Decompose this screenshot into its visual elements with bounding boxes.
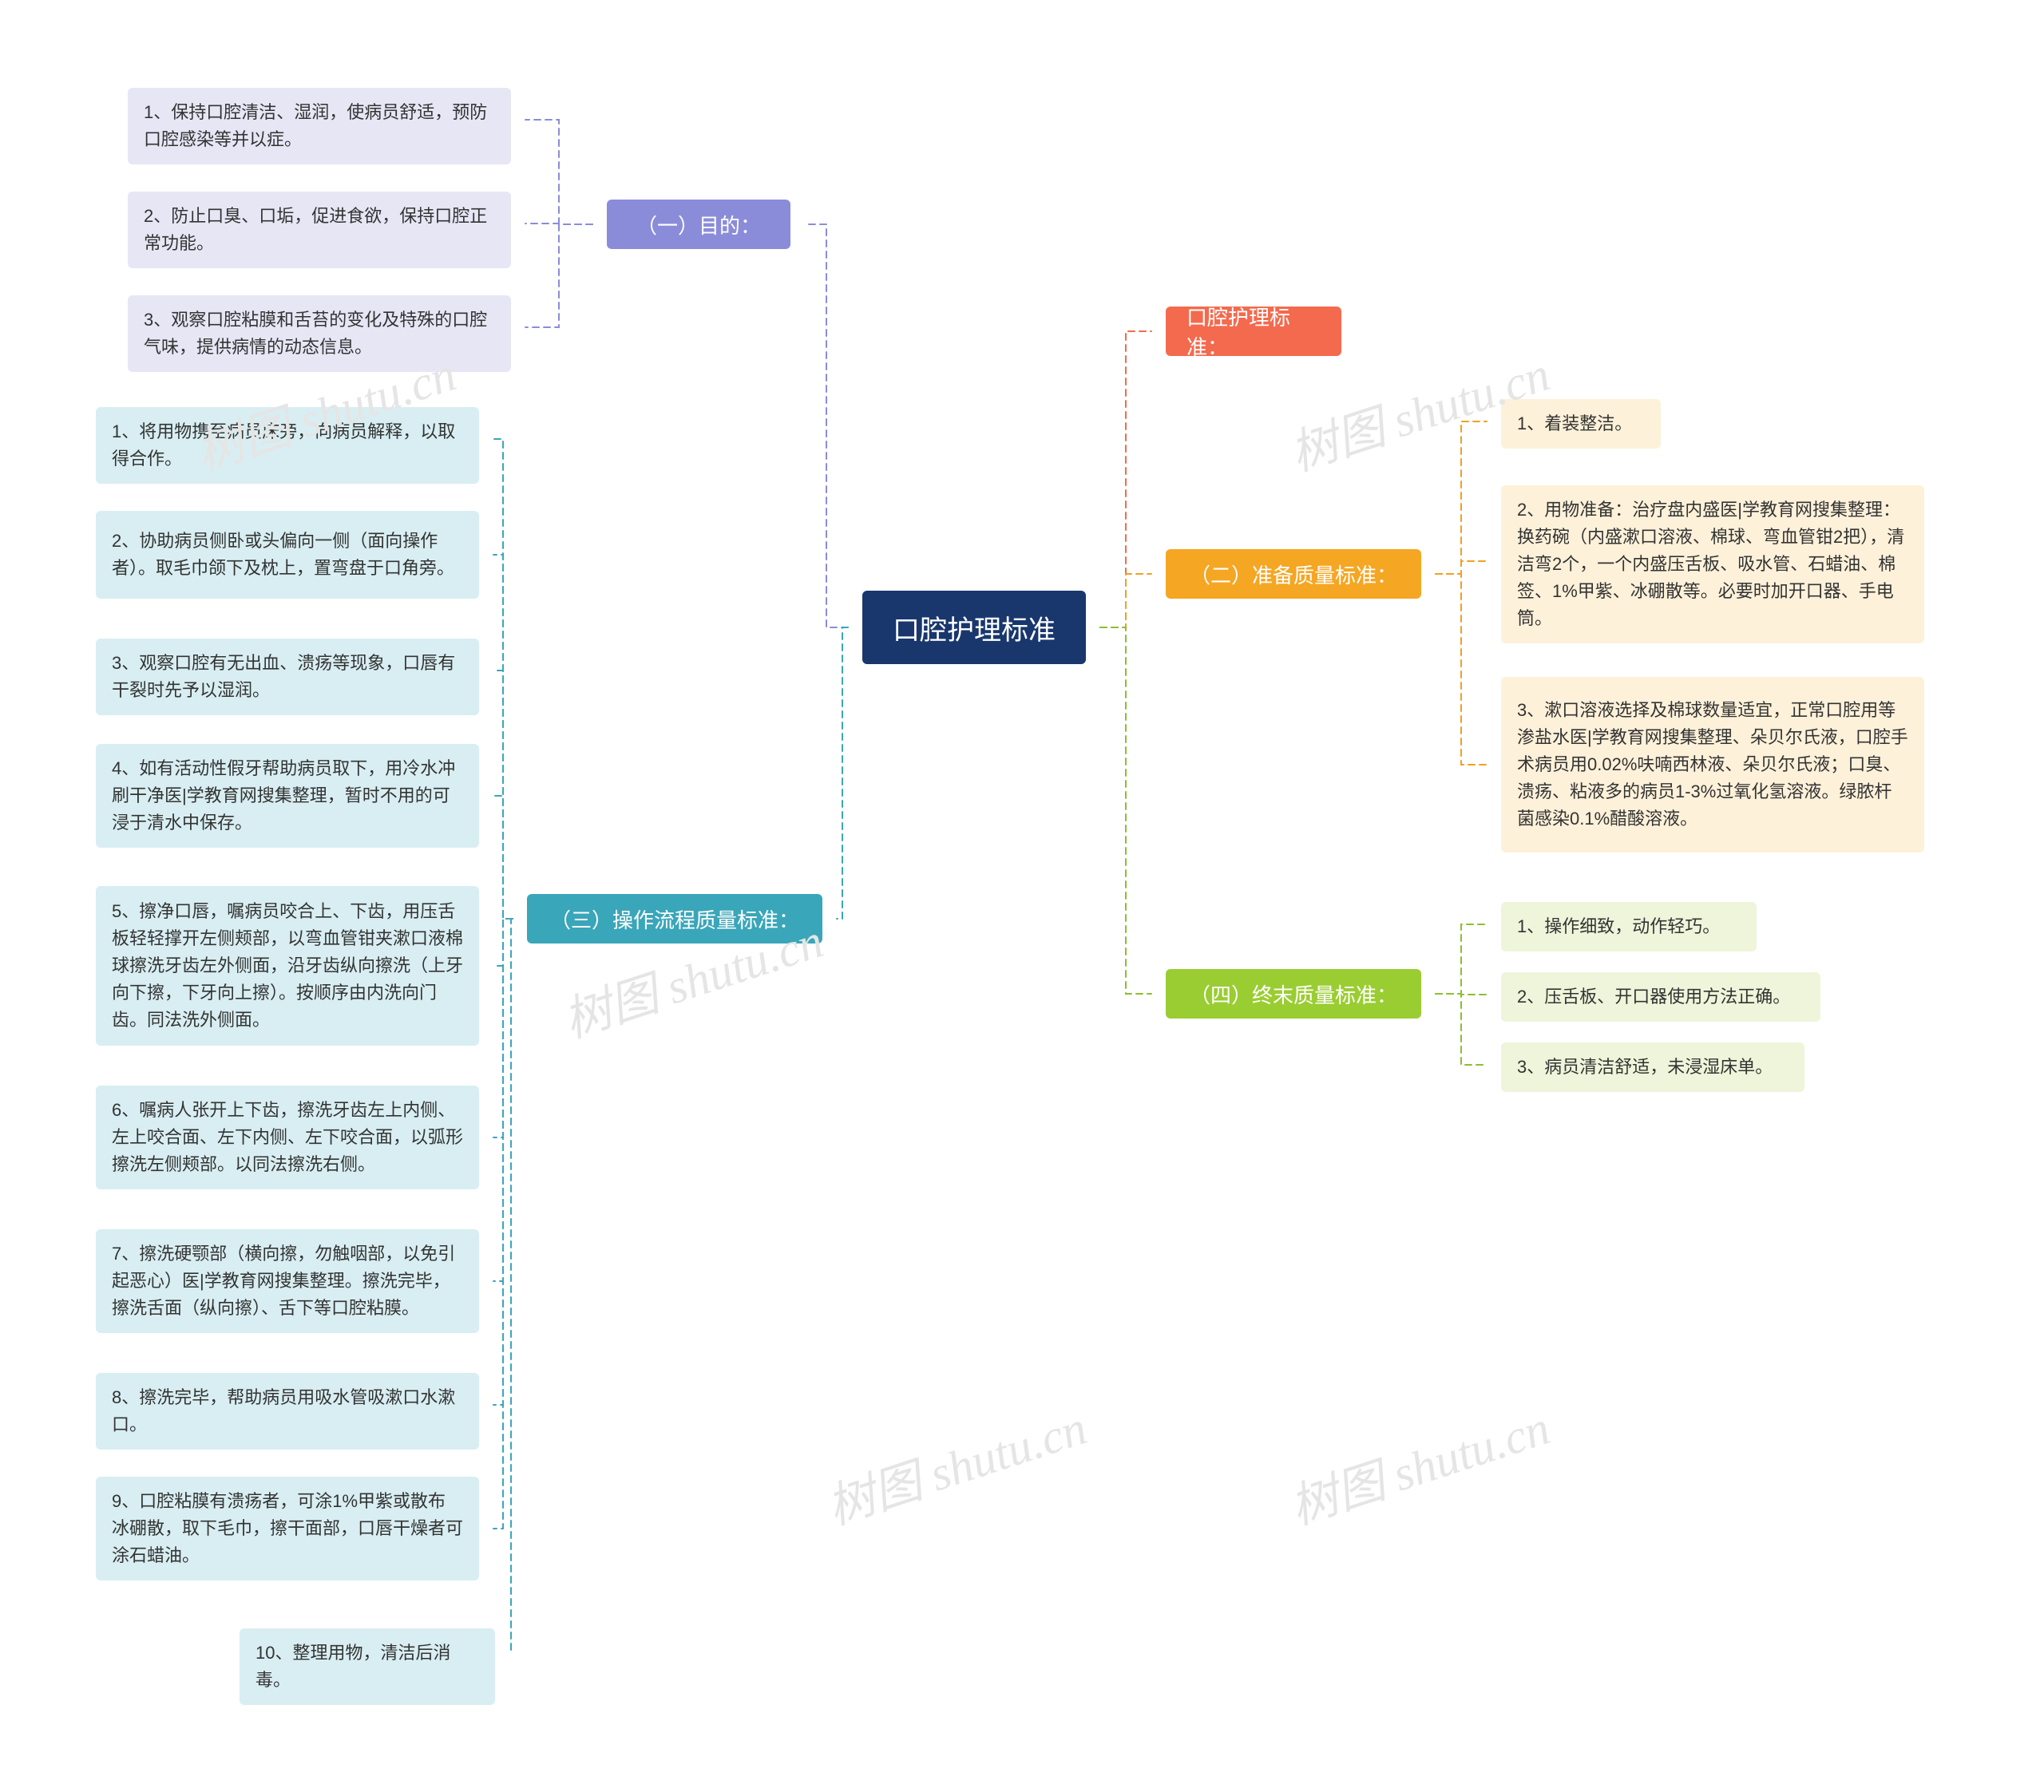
branch-br1[interactable]: （一）目的： bbox=[607, 200, 790, 249]
branch-r_title[interactable]: 口腔护理标准： bbox=[1166, 307, 1341, 356]
leaf-text: 9、口腔粘膜有溃疡者，可涂1%甲紫或散布冰硼散，取下毛巾，擦干面部，口唇干燥者可… bbox=[112, 1488, 463, 1569]
leaf-text: 1、将用物携至病员床旁，向病员解释，以取得合作。 bbox=[112, 418, 463, 473]
leaf-br1-1[interactable]: 2、防止口臭、口垢，促进食欲，保持口腔正常功能。 bbox=[128, 192, 511, 268]
branch-br2[interactable]: （二）准备质量标准： bbox=[1166, 549, 1421, 599]
leaf-text: 2、防止口臭、口垢，促进食欲，保持口腔正常功能。 bbox=[144, 203, 495, 257]
leaf-br3-7[interactable]: 8、擦洗完毕，帮助病员用吸水管吸漱口水漱口。 bbox=[96, 1373, 479, 1450]
branch-label: （三）操作流程质量标准： bbox=[550, 904, 799, 934]
leaf-br1-0[interactable]: 1、保持口腔清洁、湿润，使病员舒适，预防口腔感染等并以症。 bbox=[128, 88, 511, 164]
leaf-br4-1[interactable]: 2、压舌板、开口器使用方法正确。 bbox=[1501, 972, 1820, 1022]
leaf-br3-3[interactable]: 4、如有活动性假牙帮助病员取下，用冷水冲刷干净医|学教育网搜集整理，暂时不用的可… bbox=[96, 744, 479, 848]
leaf-text: 5、擦净口唇，嘱病员咬合上、下齿，用压舌板轻轻撑开左侧颊部，以弯血管钳夹漱口液棉… bbox=[112, 898, 463, 1034]
leaf-text: 3、观察口腔粘膜和舌苔的变化及特殊的口腔气味，提供病情的动态信息。 bbox=[144, 307, 495, 361]
leaf-text: 2、压舌板、开口器使用方法正确。 bbox=[1517, 983, 1790, 1011]
center-label: 口腔护理标准 bbox=[893, 608, 1056, 647]
leaf-br2-1[interactable]: 2、用物准备：治疗盘内盛医|学教育网搜集整理：换药碗（内盛漱口溶液、棉球、弯血管… bbox=[1501, 485, 1924, 643]
leaf-text: 1、着装整洁。 bbox=[1517, 410, 1632, 437]
leaf-br4-2[interactable]: 3、病员清洁舒适，未浸湿床单。 bbox=[1501, 1042, 1804, 1092]
leaf-text: 3、观察口腔有无出血、溃疡等现象，口唇有干裂时先予以湿润。 bbox=[112, 650, 463, 704]
leaf-text: 8、擦洗完毕，帮助病员用吸水管吸漱口水漱口。 bbox=[112, 1384, 463, 1438]
leaf-text: 1、操作细致，动作轻巧。 bbox=[1517, 913, 1720, 940]
branch-label: （二）准备质量标准： bbox=[1190, 560, 1397, 589]
leaf-text: 3、漱口溶液选择及棉球数量适宜，正常口腔用等渗盐水医|学教育网搜集整理、朵贝尔氏… bbox=[1517, 697, 1908, 833]
branch-label: （四）终末质量标准： bbox=[1190, 979, 1397, 1009]
leaf-text: 1、保持口腔清洁、湿润，使病员舒适，预防口腔感染等并以症。 bbox=[144, 99, 495, 153]
branch-label: （一）目的： bbox=[636, 210, 761, 239]
leaf-br2-2[interactable]: 3、漱口溶液选择及棉球数量适宜，正常口腔用等渗盐水医|学教育网搜集整理、朵贝尔氏… bbox=[1501, 677, 1924, 852]
watermark: 树图 shutu.cn bbox=[1280, 1389, 1557, 1538]
leaf-text: 3、病员清洁舒适，未浸湿床单。 bbox=[1517, 1054, 1773, 1081]
leaf-br3-4[interactable]: 5、擦净口唇，嘱病员咬合上、下齿，用压舌板轻轻撑开左侧颊部，以弯血管钳夹漱口液棉… bbox=[96, 886, 479, 1046]
leaf-br3-2[interactable]: 3、观察口腔有无出血、溃疡等现象，口唇有干裂时先予以湿润。 bbox=[96, 639, 479, 715]
branch-br4[interactable]: （四）终末质量标准： bbox=[1166, 969, 1421, 1019]
branch-br3[interactable]: （三）操作流程质量标准： bbox=[527, 894, 822, 943]
leaf-text: 2、用物准备：治疗盘内盛医|学教育网搜集整理：换药碗（内盛漱口溶液、棉球、弯血管… bbox=[1517, 496, 1908, 632]
leaf-br3-0[interactable]: 1、将用物携至病员床旁，向病员解释，以取得合作。 bbox=[96, 407, 479, 484]
center-node[interactable]: 口腔护理标准 bbox=[862, 591, 1086, 664]
leaf-br4-0[interactable]: 1、操作细致，动作轻巧。 bbox=[1501, 902, 1757, 951]
leaf-text: 2、协助病员侧卧或头偏向一侧（面向操作者）。取毛巾颌下及枕上，置弯盘于口角旁。 bbox=[112, 528, 463, 582]
leaf-br1-2[interactable]: 3、观察口腔粘膜和舌苔的变化及特殊的口腔气味，提供病情的动态信息。 bbox=[128, 295, 511, 372]
leaf-br3-6[interactable]: 7、擦洗硬颚部（横向擦，勿触咽部，以免引起恶心）医|学教育网搜集整理。擦洗完毕，… bbox=[96, 1229, 479, 1333]
leaf-text: 7、擦洗硬颚部（横向擦，勿触咽部，以免引起恶心）医|学教育网搜集整理。擦洗完毕，… bbox=[112, 1240, 463, 1322]
leaf-text: 4、如有活动性假牙帮助病员取下，用冷水冲刷干净医|学教育网搜集整理，暂时不用的可… bbox=[112, 755, 463, 837]
leaf-br2-0[interactable]: 1、着装整洁。 bbox=[1501, 399, 1661, 449]
leaf-text: 10、整理用物，清洁后消毒。 bbox=[256, 1640, 479, 1694]
leaf-text: 6、嘱病人张开上下齿，擦洗牙齿左上内侧、左上咬合面、左下内侧、左下咬合面，以弧形… bbox=[112, 1097, 463, 1178]
leaf-br3-9[interactable]: 10、整理用物，清洁后消毒。 bbox=[240, 1628, 495, 1705]
leaf-br3-5[interactable]: 6、嘱病人张开上下齿，擦洗牙齿左上内侧、左上咬合面、左下内侧、左下咬合面，以弧形… bbox=[96, 1086, 479, 1189]
leaf-br3-1[interactable]: 2、协助病员侧卧或头偏向一侧（面向操作者）。取毛巾颌下及枕上，置弯盘于口角旁。 bbox=[96, 511, 479, 599]
watermark: 树图 shutu.cn bbox=[817, 1389, 1094, 1538]
leaf-br3-8[interactable]: 9、口腔粘膜有溃疡者，可涂1%甲紫或散布冰硼散，取下毛巾，擦干面部，口唇干燥者可… bbox=[96, 1477, 479, 1580]
branch-label: 口腔护理标准： bbox=[1186, 302, 1321, 361]
